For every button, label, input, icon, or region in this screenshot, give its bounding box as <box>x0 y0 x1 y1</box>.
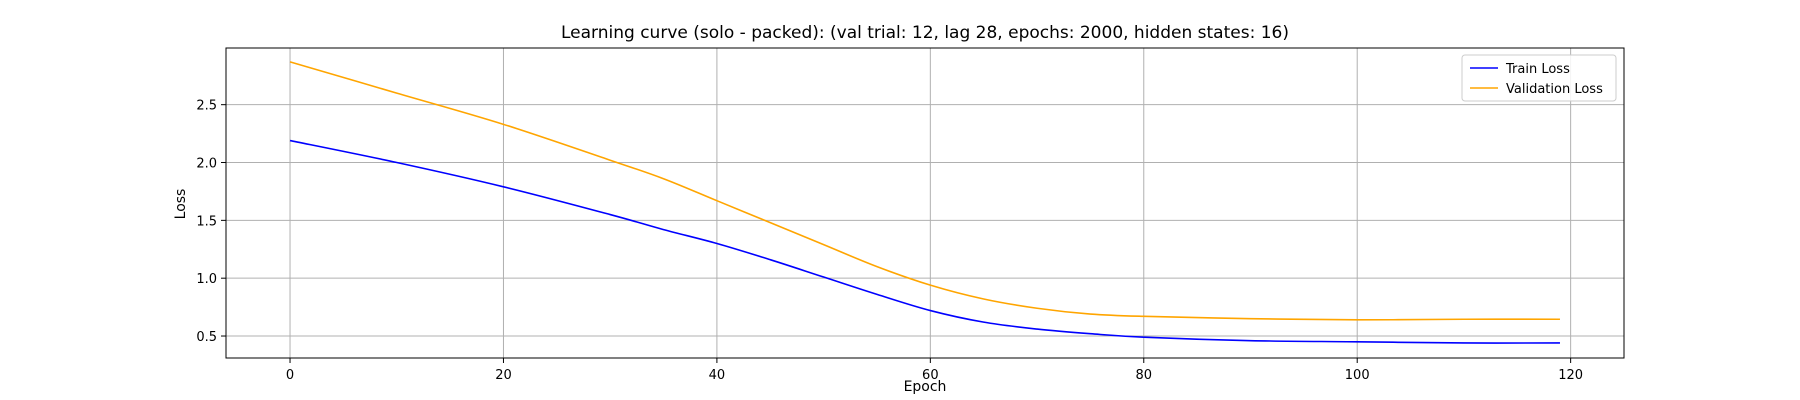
x-tick-label: 120 <box>1558 368 1583 383</box>
x-tick-label: 40 <box>709 368 726 383</box>
x-axis-label: Epoch <box>904 379 947 395</box>
grid-lines <box>226 48 1624 358</box>
x-tick-label: 60 <box>922 368 939 383</box>
legend: Train Loss Validation Loss <box>1461 54 1617 102</box>
y-tick-label: 1.5 <box>196 214 217 229</box>
series-lines <box>289 61 1560 344</box>
legend-box <box>1461 54 1617 102</box>
x-tick-label: 0 <box>286 368 294 383</box>
chart-title: Learning curve (solo - packed): (val tri… <box>561 23 1289 43</box>
legend-entry: Train Loss <box>1505 62 1570 77</box>
plot-frame <box>225 47 1625 359</box>
validation-loss-line <box>289 61 1560 321</box>
y-tick-label: 1.0 <box>196 272 217 287</box>
x-tick-label: 80 <box>1135 368 1152 383</box>
y-axis-label: Loss <box>173 189 189 220</box>
x-tick-label: 100 <box>1345 368 1370 383</box>
y-tick-label: 2.5 <box>196 99 217 114</box>
axis-ticks: 0 20 40 60 80 100 120 0.5 1.0 1.5 2.0 2.5 <box>196 99 1583 383</box>
train-loss-line <box>289 139 1560 344</box>
x-tick-label: 20 <box>495 368 512 383</box>
y-tick-label: 2.0 <box>196 157 217 172</box>
y-tick-label: 0.5 <box>196 330 217 345</box>
legend-entry: Validation Loss <box>1506 82 1603 97</box>
